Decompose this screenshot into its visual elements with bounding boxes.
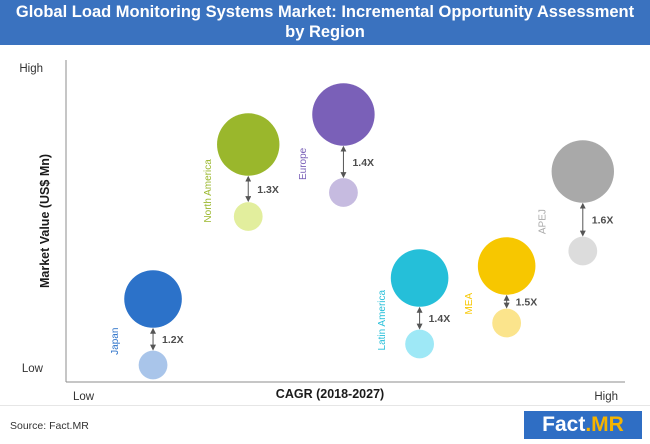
logo-text: Fact xyxy=(542,413,586,436)
factmr-logo: Fact.MR xyxy=(524,411,642,439)
source-note: Source: Fact.MR xyxy=(10,420,89,432)
region-label-europe: Europe xyxy=(298,147,309,180)
growth-label-north-america: 1.3X xyxy=(257,184,279,196)
series-mea: 1.5X MEA xyxy=(464,237,538,338)
x-tick-label-high: High xyxy=(594,391,618,403)
growth-label-japan: 1.2X xyxy=(162,334,184,346)
y-tick-label-high: High xyxy=(19,63,43,75)
bubble-current-japan xyxy=(124,270,182,328)
bubble-current-latin-america xyxy=(390,249,449,307)
growth-label-mea: 1.5X xyxy=(516,297,538,309)
chart-title: Global Load Monitoring Systems Market: I… xyxy=(15,3,635,21)
logo-accent-text: .MR xyxy=(585,413,624,436)
region-label-japan: Japan xyxy=(110,328,121,355)
title-bar: Global Load Monitoring Systems Market: I… xyxy=(0,0,650,45)
region-label-latin-america: Latin America xyxy=(377,289,388,350)
y-tick-label-low: Low xyxy=(22,363,44,375)
growth-label-latin-america: 1.4X xyxy=(429,313,451,325)
bubble-future-japan xyxy=(138,350,168,380)
bubble-future-latin-america xyxy=(405,329,434,359)
bubble-future-apej xyxy=(568,236,598,266)
series-apej: 1.6X APEJ xyxy=(538,140,614,266)
x-tick-label-low: Low xyxy=(73,391,95,403)
region-label-apej: APEJ xyxy=(538,209,549,234)
chart-title-line-2: by Region xyxy=(285,23,365,41)
bubble-chart: High Low Low High Market Value (US$ Mn) CA… xyxy=(19,60,625,403)
bubble-future-north-america xyxy=(233,202,263,231)
region-label-mea: MEA xyxy=(464,293,475,315)
bubble-future-europe xyxy=(329,178,358,207)
region-label-north-america: North America xyxy=(203,159,214,223)
series-latin-america: 1.4X Latin America xyxy=(377,249,451,359)
x-axis-label: CAGR (2018-2027) xyxy=(276,387,384,401)
bubble-current-apej xyxy=(551,140,614,203)
bubble-future-mea xyxy=(492,308,522,338)
growth-label-europe: 1.4X xyxy=(352,157,374,169)
growth-label-apej: 1.6X xyxy=(592,215,614,227)
series-japan: 1.2X Japan xyxy=(110,270,184,380)
footer: Source: Fact.MR Fact.MR xyxy=(0,405,650,444)
series-north-america: 1.3X North America xyxy=(203,113,280,231)
bubble-current-mea xyxy=(477,237,536,295)
bubble-current-north-america xyxy=(217,113,280,176)
bubble-current-europe xyxy=(312,83,375,146)
y-axis-label: Market Value (US$ Mn) xyxy=(38,154,52,288)
series-europe: 1.4X Europe xyxy=(298,83,375,207)
